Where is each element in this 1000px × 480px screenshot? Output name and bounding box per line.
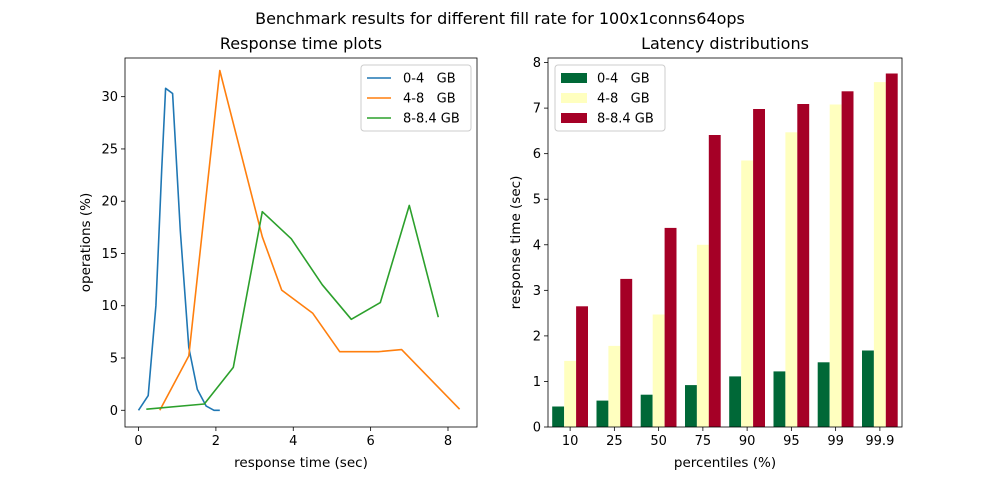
response-time-plot: Response time plots 0 2 4 6 8 0 5 10 15 20 25 30 resp… xyxy=(78,34,478,471)
bar-0 xyxy=(640,394,653,427)
y-axis-label: operations (%) xyxy=(78,193,94,293)
bar-1 xyxy=(696,244,709,427)
bar-0 xyxy=(817,362,830,427)
x-tick-label: 75 xyxy=(695,434,712,449)
x-tick-label: 95 xyxy=(783,434,800,449)
bar-0 xyxy=(773,371,786,427)
legend-label: 4-8 GB xyxy=(403,92,456,107)
y-tick-label: 3 xyxy=(533,284,541,299)
bar-2 xyxy=(708,135,721,427)
x-tick-label: 50 xyxy=(650,434,667,449)
bar-1 xyxy=(829,104,842,427)
x-tick-label: 6 xyxy=(366,434,374,449)
y-tick-label: 6 xyxy=(533,147,541,162)
y-tick-label: 5 xyxy=(533,193,541,208)
bar-2 xyxy=(664,227,677,427)
y-tick-label: 0 xyxy=(533,421,541,436)
y-tick-label: 2 xyxy=(533,329,541,344)
legend-swatch xyxy=(561,73,587,83)
bar-2 xyxy=(576,306,588,427)
x-tick-label: 10 xyxy=(562,434,579,449)
bar-1 xyxy=(608,345,621,427)
bar-0 xyxy=(596,400,609,427)
bar-2 xyxy=(841,91,854,428)
plot-frame xyxy=(124,57,478,428)
x-axis-label: percentiles (%) xyxy=(674,455,776,471)
legend-swatch xyxy=(561,93,587,103)
left-chart-title: Response time plots xyxy=(220,34,382,53)
legend-label: 4-8 GB xyxy=(597,92,650,107)
legend-label: 0-4 GB xyxy=(403,72,456,87)
plot-frame xyxy=(547,57,903,428)
legend-label: 0-4 GB xyxy=(597,72,650,87)
y-tick-label: 10 xyxy=(101,299,118,314)
y-tick-label: 1 xyxy=(533,375,541,390)
series-line-0 xyxy=(137,87,220,412)
y-tick-label: 7 xyxy=(533,102,541,117)
bar-2 xyxy=(620,278,633,427)
x-tick-label: 4 xyxy=(289,434,297,449)
bar-1 xyxy=(564,360,577,427)
series-line-2 xyxy=(146,204,440,410)
y-tick-label: 4 xyxy=(533,238,541,253)
bar-1 xyxy=(785,132,798,428)
bar-1 xyxy=(741,160,754,427)
y-tick-label: 8 xyxy=(533,56,541,71)
bar-2 xyxy=(885,73,898,427)
legend-label: 8-8.4 GB xyxy=(403,112,460,127)
x-tick-label: 25 xyxy=(606,434,623,449)
bar-1 xyxy=(652,314,665,427)
y-tick-label: 20 xyxy=(101,195,118,210)
x-tick-label: 99 xyxy=(827,434,844,449)
x-tick-label: 90 xyxy=(739,434,756,449)
x-tick-label: 2 xyxy=(212,434,220,449)
x-tick-label: 99.9 xyxy=(865,434,894,449)
y-tick-label: 0 xyxy=(110,404,118,419)
figure-title: Benchmark results for different fill rat… xyxy=(255,9,745,28)
y-tick-label: 15 xyxy=(101,247,118,262)
bar-0 xyxy=(685,385,697,427)
legend-swatch xyxy=(561,113,587,123)
x-tick-label: 0 xyxy=(134,434,142,449)
legend-label: 8-8.4 GB xyxy=(597,112,654,127)
bar-0 xyxy=(862,350,874,427)
right-chart-title: Latency distributions xyxy=(641,34,809,53)
bar-1 xyxy=(873,82,886,427)
y-axis-label: response time (sec) xyxy=(508,176,524,310)
bar-2 xyxy=(797,104,810,427)
y-tick-label: 30 xyxy=(101,90,118,105)
y-tick-label: 25 xyxy=(101,142,118,157)
bar-2 xyxy=(753,109,765,427)
x-tick-label: 8 xyxy=(444,434,452,449)
legend-box xyxy=(360,64,472,132)
bar-0 xyxy=(552,406,565,427)
y-tick-label: 5 xyxy=(110,352,118,367)
x-axis-label: response time (sec) xyxy=(234,455,368,471)
series-line-1 xyxy=(159,69,461,411)
bar-0 xyxy=(729,376,742,427)
